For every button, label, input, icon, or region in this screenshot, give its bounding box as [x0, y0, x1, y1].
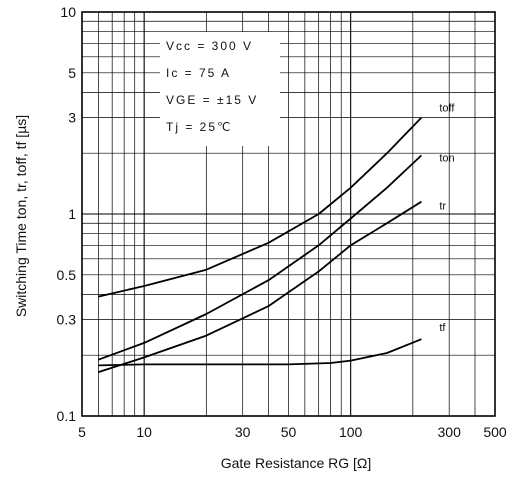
y-tick-label: 0.1: [57, 408, 77, 424]
y-tick-label: 0.3: [57, 312, 77, 328]
series-line-toff: [98, 116, 423, 298]
condition-vge: VGE = ±15 V: [166, 93, 258, 107]
series-label-tr: tr: [439, 201, 446, 213]
condition-ic: Ic = 75 A: [166, 66, 231, 80]
y-tick-label: 5: [68, 65, 76, 81]
tick-labels: 5 10 30 50 100 300 500 0.1 0.3 0.5 1 3 5 10: [57, 4, 507, 440]
condition-vcc: Vcc = 300 V: [166, 39, 253, 53]
x-tick-label: 300: [438, 424, 462, 440]
grid-lines: [82, 12, 495, 416]
y-tick-label: 1: [68, 206, 76, 222]
series-lines: toff ton tr tf: [98, 103, 455, 373]
plot-frame: [81, 11, 496, 417]
x-tick-label: 500: [483, 424, 507, 440]
y-axis-title: Switching Time ton, tr, toff, tf [µs]: [13, 115, 29, 317]
x-axis-title: Gate Resistance RG [Ω]: [221, 455, 372, 471]
series-line-tf: [98, 338, 422, 367]
x-tick-label: 10: [136, 424, 152, 440]
series-line-ton: [98, 154, 423, 361]
x-tick-label: 5: [78, 424, 86, 440]
conditions-box: Vcc = 300 V Ic = 75 A VGE = ±15 V Tj = 2…: [160, 32, 280, 146]
condition-tj: Tj = 25℃: [166, 120, 233, 134]
series-line-tr: [98, 200, 422, 373]
y-tick-label: 10: [60, 4, 76, 20]
series-label-tf: tf: [439, 322, 446, 334]
x-tick-label: 30: [235, 424, 251, 440]
y-tick-label: 0.5: [57, 267, 77, 283]
x-tick-label: 50: [281, 424, 297, 440]
series-label-toff: toff: [439, 103, 455, 115]
series-label-ton: ton: [439, 152, 454, 164]
y-tick-label: 3: [68, 110, 76, 126]
x-tick-label: 100: [339, 424, 363, 440]
